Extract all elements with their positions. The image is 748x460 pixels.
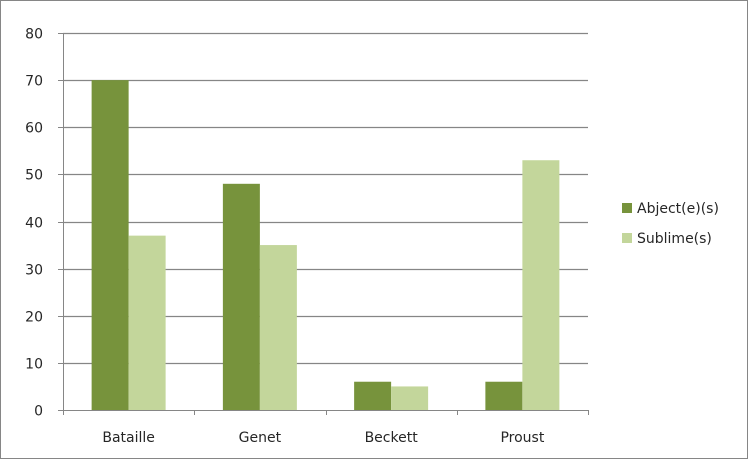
bar-genet-sublime	[259, 245, 297, 410]
x-tick-label-beckett: Beckett	[365, 430, 419, 446]
bar-proust-abject	[485, 381, 523, 410]
y-tick-label: 40	[25, 216, 43, 232]
x-tick-label-genet: Genet	[239, 430, 282, 446]
legend-swatch-sublime	[622, 233, 632, 243]
bar-bataille-sublime	[128, 235, 166, 410]
bar-proust-sublime	[522, 160, 560, 410]
bar-bataille-abject	[91, 80, 129, 410]
y-axis-ticks: 0 10 20 30 40 50 60 70 80	[25, 27, 63, 420]
bar-beckett-sublime	[391, 386, 429, 410]
legend: Abject(e)(s) Sublime(s)	[622, 201, 719, 247]
y-tick-label: 10	[25, 357, 43, 373]
y-tick-label: 50	[25, 168, 43, 184]
y-tick-label: 70	[25, 74, 43, 90]
y-tick-label: 60	[25, 121, 43, 137]
x-tick-label-proust: Proust	[500, 430, 544, 446]
bar-beckett-abject	[354, 381, 392, 410]
legend-label-abject: Abject(e)(s)	[637, 201, 719, 217]
y-tick-label: 30	[25, 263, 43, 279]
y-tick-label: 80	[25, 27, 43, 43]
y-tick-label: 0	[34, 404, 43, 420]
legend-label-sublime: Sublime(s)	[637, 231, 712, 247]
x-tick-label-bataille: Bataille	[102, 430, 155, 446]
legend-swatch-abject	[622, 203, 632, 213]
x-axis-ticks: Bataille Genet Beckett Proust	[63, 410, 589, 446]
axes	[63, 33, 588, 411]
bar-genet-abject	[222, 183, 260, 410]
y-tick-label: 20	[25, 310, 43, 326]
bars	[91, 80, 560, 410]
